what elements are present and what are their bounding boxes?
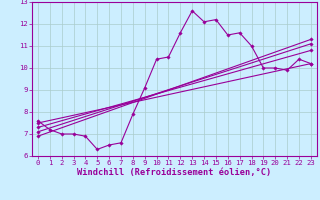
X-axis label: Windchill (Refroidissement éolien,°C): Windchill (Refroidissement éolien,°C) <box>77 168 272 177</box>
